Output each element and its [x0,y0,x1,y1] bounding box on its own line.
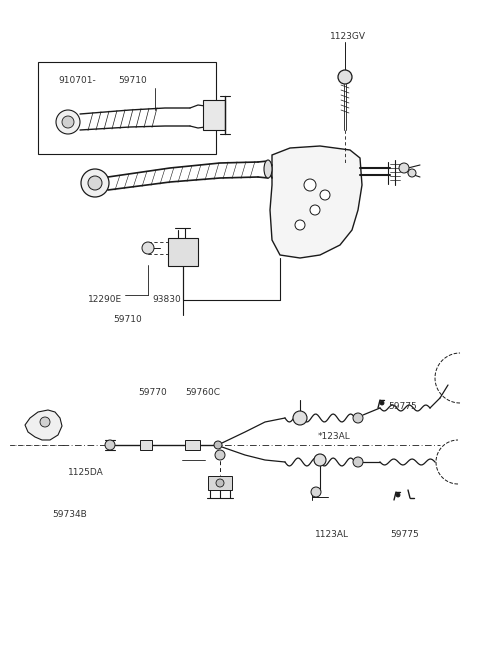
Polygon shape [25,410,62,440]
Circle shape [214,441,222,449]
Circle shape [304,179,316,191]
Circle shape [380,401,384,405]
Text: 59775: 59775 [390,530,419,539]
Text: *123AL: *123AL [318,432,351,441]
Bar [203,100,225,130]
Text: 93830: 93830 [152,295,181,304]
Circle shape [293,411,307,425]
Text: 59710: 59710 [118,76,147,85]
Text: 1123AL: 1123AL [315,530,349,539]
Circle shape [310,205,320,215]
Circle shape [338,70,352,84]
Bar [208,476,232,490]
Circle shape [88,176,102,190]
Circle shape [295,220,305,230]
Circle shape [105,440,115,450]
Bar [185,440,200,450]
Text: 910701-: 910701- [58,76,96,85]
Bar [140,440,152,450]
Text: 1125DA: 1125DA [68,468,104,477]
Polygon shape [270,146,362,258]
Text: 59710: 59710 [114,315,143,324]
Circle shape [311,487,321,497]
Circle shape [314,454,326,466]
Text: 59734B: 59734B [52,510,87,519]
Bar [38,62,216,154]
Text: 59775: 59775 [388,402,417,411]
Text: 1123GV: 1123GV [330,32,366,41]
Circle shape [142,242,154,254]
Circle shape [62,116,74,128]
Circle shape [353,413,363,423]
Ellipse shape [264,160,272,178]
Text: 59770: 59770 [138,388,167,397]
Circle shape [396,493,400,497]
Circle shape [408,169,416,177]
Circle shape [353,457,363,467]
Circle shape [81,169,109,197]
Circle shape [399,163,409,173]
Circle shape [215,450,225,460]
Circle shape [320,190,330,200]
Circle shape [56,110,80,134]
Circle shape [40,417,50,427]
Text: 12290E: 12290E [88,295,122,304]
Text: 59760C: 59760C [185,388,220,397]
Bar [168,238,198,266]
Circle shape [216,479,224,487]
